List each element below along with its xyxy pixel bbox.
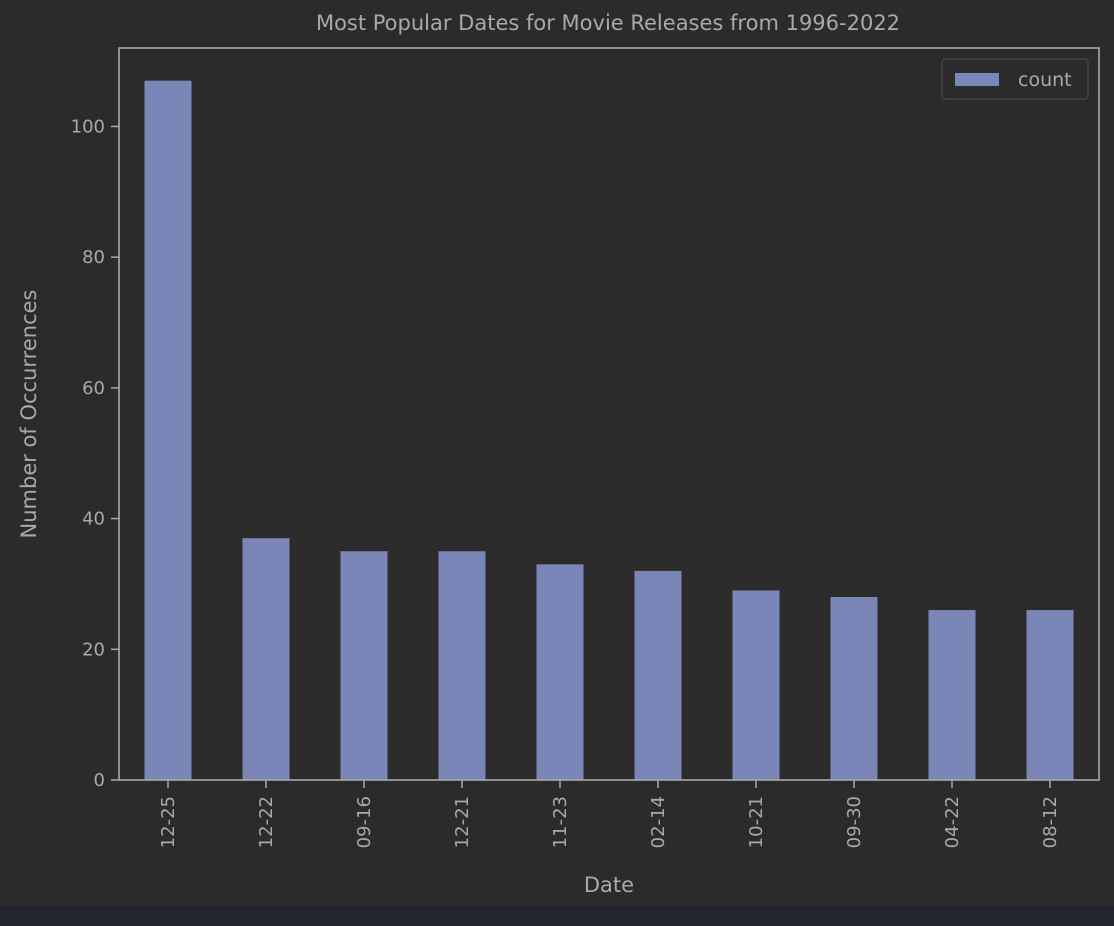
y-tick-label: 40 bbox=[82, 509, 105, 530]
plot-frame bbox=[118, 47, 1100, 781]
bar-09-30 bbox=[830, 597, 878, 780]
legend-swatch bbox=[955, 73, 999, 86]
chart-title: Most Popular Dates for Movie Releases fr… bbox=[316, 11, 900, 35]
x-axis: 12-25 12-22 09-16 12-21 11-23 02-14 10-21 09-30… bbox=[158, 780, 1061, 848]
bottom-strip bbox=[0, 906, 1114, 926]
y-tick-label: 20 bbox=[82, 639, 105, 660]
bar-12-21 bbox=[438, 551, 486, 780]
bars-layer bbox=[144, 80, 1074, 781]
y-tick-label: 100 bbox=[71, 116, 105, 137]
y-axis: 0 20 40 60 80 100 bbox=[71, 116, 119, 791]
y-tick-label: 60 bbox=[82, 378, 105, 399]
x-tick-label: 09-16 bbox=[354, 796, 375, 848]
bar-10-21 bbox=[732, 590, 780, 780]
x-tick-label: 12-21 bbox=[452, 796, 473, 848]
x-tick-label: 02-14 bbox=[648, 796, 669, 848]
x-tick-label: 12-22 bbox=[256, 796, 277, 848]
x-tick-label: 11-23 bbox=[550, 796, 571, 848]
y-tick-label: 0 bbox=[94, 770, 105, 791]
legend-box bbox=[941, 58, 1089, 100]
bar-12-25 bbox=[144, 80, 192, 781]
y-tick-label: 80 bbox=[82, 247, 105, 268]
bar-09-16 bbox=[340, 551, 388, 780]
legend: count bbox=[941, 58, 1089, 100]
x-axis-label: Date bbox=[584, 873, 634, 897]
x-tick-label: 08-12 bbox=[1040, 796, 1061, 848]
x-tick-label: 10-21 bbox=[746, 796, 767, 848]
bar-08-12 bbox=[1026, 610, 1074, 780]
y-axis-label: Number of Occurrences bbox=[17, 290, 41, 539]
legend-label: count bbox=[1018, 69, 1072, 91]
x-tick-label: 04-22 bbox=[942, 796, 963, 848]
x-tick-label: 12-25 bbox=[158, 796, 179, 848]
bar-11-23 bbox=[536, 564, 584, 780]
x-tick-label: 09-30 bbox=[844, 796, 865, 848]
bar-02-14 bbox=[634, 570, 682, 780]
bar-04-22 bbox=[928, 610, 976, 780]
bar-12-22 bbox=[242, 538, 290, 780]
